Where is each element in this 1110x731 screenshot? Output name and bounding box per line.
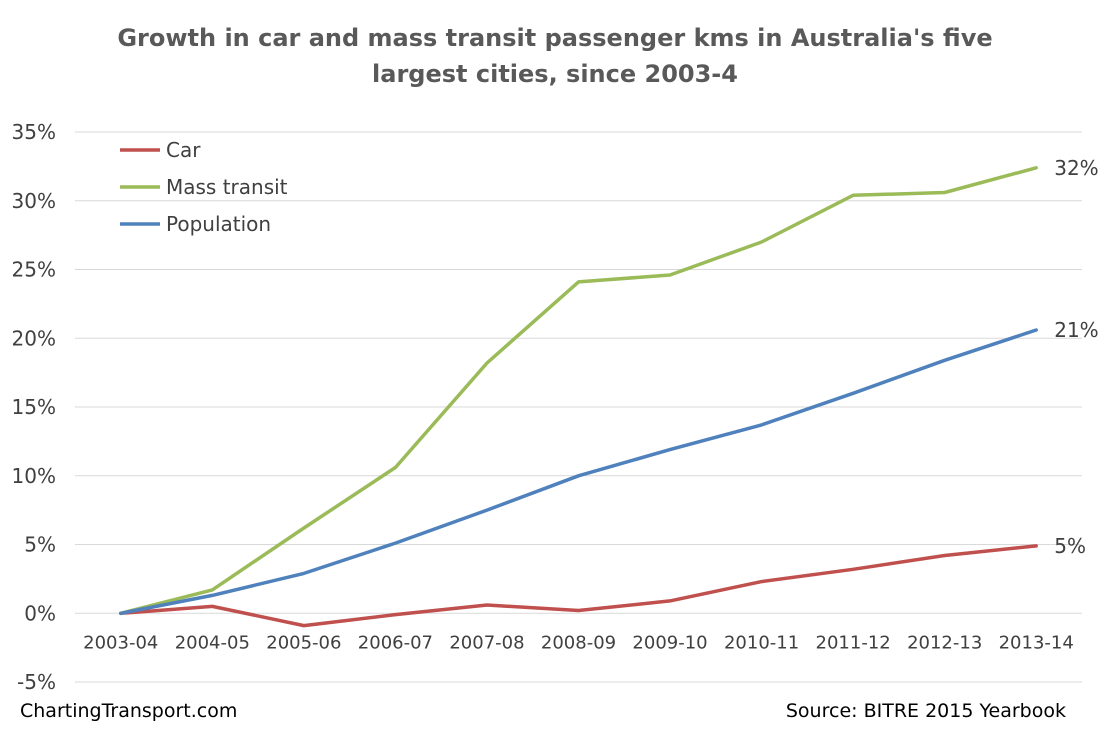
legend-label-mass-transit: Mass transit <box>166 175 288 199</box>
x-tick-label: 2012-13 <box>907 632 982 653</box>
end-label-car: 5% <box>1054 534 1086 558</box>
chart-title: Growth in car and mass transit passenger… <box>117 24 992 88</box>
series-lines <box>119 166 1038 628</box>
y-axis-tick-labels: -5% 0% 5% 10% 15% 20% 25% 30% 35% <box>12 120 56 694</box>
legend-label-population: Population <box>166 212 271 236</box>
y-tick-label: 25% <box>12 258 56 282</box>
x-tick-label: 2010-11 <box>724 632 799 653</box>
chart-title-line-2: largest cities, since 2003-4 <box>372 60 738 88</box>
footer-source: Source: BITRE 2015 Yearbook <box>786 700 1066 722</box>
end-label-population: 21% <box>1054 318 1098 342</box>
y-tick-label: 15% <box>12 395 56 419</box>
x-tick-label: 2009-10 <box>632 632 707 653</box>
y-tick-label: 20% <box>12 326 56 350</box>
y-tick-label: 10% <box>12 464 56 488</box>
end-labels: 5% 32% 21% <box>1054 156 1098 558</box>
legend: Car Mass transit Population <box>120 138 288 236</box>
y-tick-label: 35% <box>12 120 56 144</box>
footer-site-credit: ChartingTransport.com <box>20 700 237 722</box>
series-line-car <box>119 544 1038 628</box>
x-tick-label: 2007-08 <box>449 632 524 653</box>
series-line-mass-transit <box>119 166 1038 616</box>
y-tick-label: 0% <box>24 601 56 625</box>
legend-label-car: Car <box>166 138 201 162</box>
x-tick-label: 2013-14 <box>999 632 1074 653</box>
end-label-mass-transit: 32% <box>1054 156 1098 180</box>
x-tick-label: 2004-05 <box>175 632 250 653</box>
series-line-population <box>119 328 1038 616</box>
x-tick-label: 2005-06 <box>266 632 341 653</box>
y-tick-label: 5% <box>24 533 56 557</box>
x-axis-tick-labels: 2003-04 2004-05 2005-06 2006-07 2007-08 2008-… <box>83 632 1074 653</box>
y-tick-label: -5% <box>17 670 56 694</box>
x-tick-label: 2008-09 <box>541 632 616 653</box>
x-tick-label: 2011-12 <box>816 632 891 653</box>
x-tick-label: 2006-07 <box>358 632 433 653</box>
y-tick-label: 30% <box>12 189 56 213</box>
x-tick-label: 2003-04 <box>83 632 158 653</box>
chart-title-line-1: Growth in car and mass transit passenger… <box>117 24 992 52</box>
